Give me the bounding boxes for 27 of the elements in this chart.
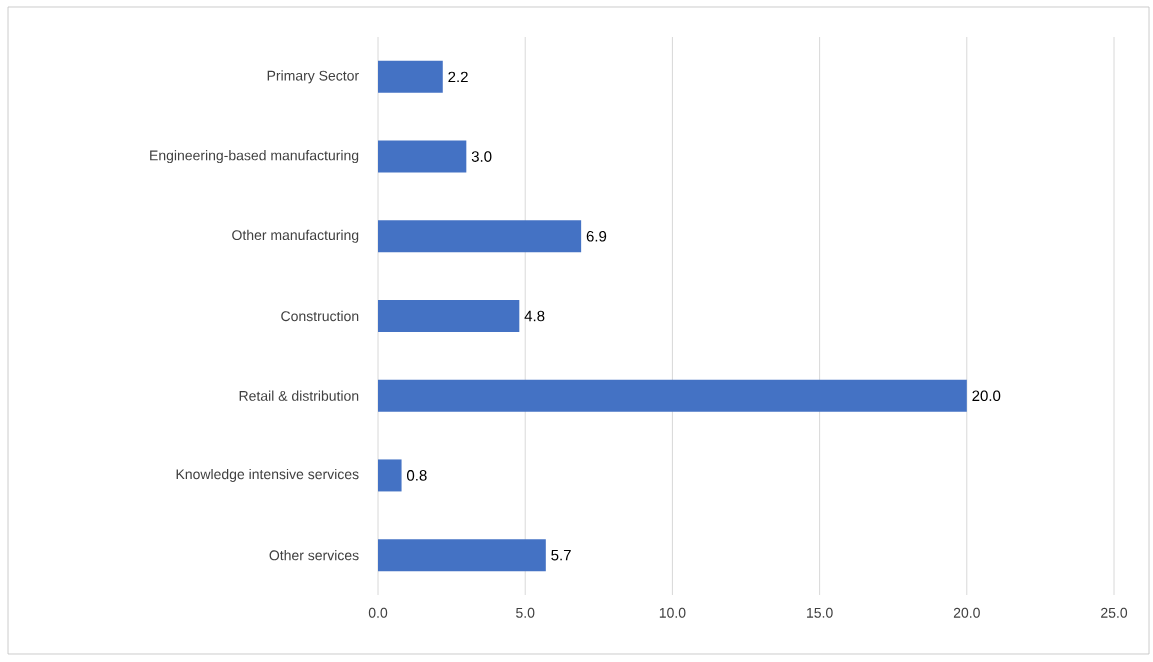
y-tick-label: Engineering-based manufacturing: [150, 150, 359, 164]
x-tick-label: 0.0: [368, 607, 388, 618]
bar: [378, 459, 402, 492]
bar: [378, 379, 967, 412]
y-tick-label: Knowledge intensive services: [176, 468, 359, 482]
x-tick-label: 20.0: [953, 607, 980, 618]
y-tick-label: Primary Sector: [267, 70, 359, 84]
data-label: 5.7: [551, 549, 571, 561]
data-label: 0.8: [407, 470, 427, 481]
data-label: 3.0: [471, 151, 492, 162]
data-label: 4.8: [524, 310, 545, 322]
y-tick-label: Construction: [281, 310, 359, 322]
bar: [378, 220, 582, 253]
bar: [378, 300, 520, 333]
y-tick-label: Retail & distribution: [239, 390, 359, 401]
y-tick-label: Other services: [269, 550, 359, 561]
bar: [378, 539, 546, 572]
x-tick-label: 5.0: [516, 607, 535, 618]
x-tick-label: 25.0: [1101, 607, 1128, 618]
x-tick-label: 15.0: [807, 607, 833, 618]
data-label: 20.0: [972, 390, 1001, 402]
data-label: 6.9: [586, 230, 607, 242]
bar: [378, 140, 467, 173]
x-tick-label: 10.0: [659, 607, 686, 618]
bar: [378, 60, 443, 93]
y-tick-label: Other manufacturing: [232, 229, 359, 243]
data-label: 2.2: [448, 71, 468, 83]
